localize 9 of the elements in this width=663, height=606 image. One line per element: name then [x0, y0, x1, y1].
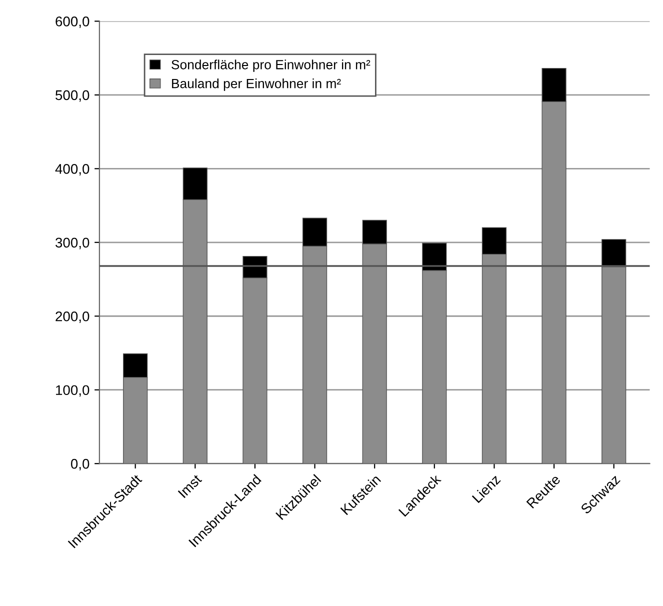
legend-label: Sonderfläche pro Einwohner in m²: [172, 60, 370, 72]
y-tick-label: 100,0: [56, 385, 90, 397]
y-tick-label: 300,0: [56, 238, 90, 250]
y-tick-label: 600,0: [56, 16, 90, 28]
y-tick-label: 200,0: [56, 311, 90, 323]
legend-label: Bauland per Einwohner in m²: [172, 78, 341, 91]
y-tick-label: 400,0: [55, 164, 90, 176]
y-tick-label: 0,0: [70, 458, 90, 470]
y-tick-label: 500,0: [56, 90, 90, 102]
